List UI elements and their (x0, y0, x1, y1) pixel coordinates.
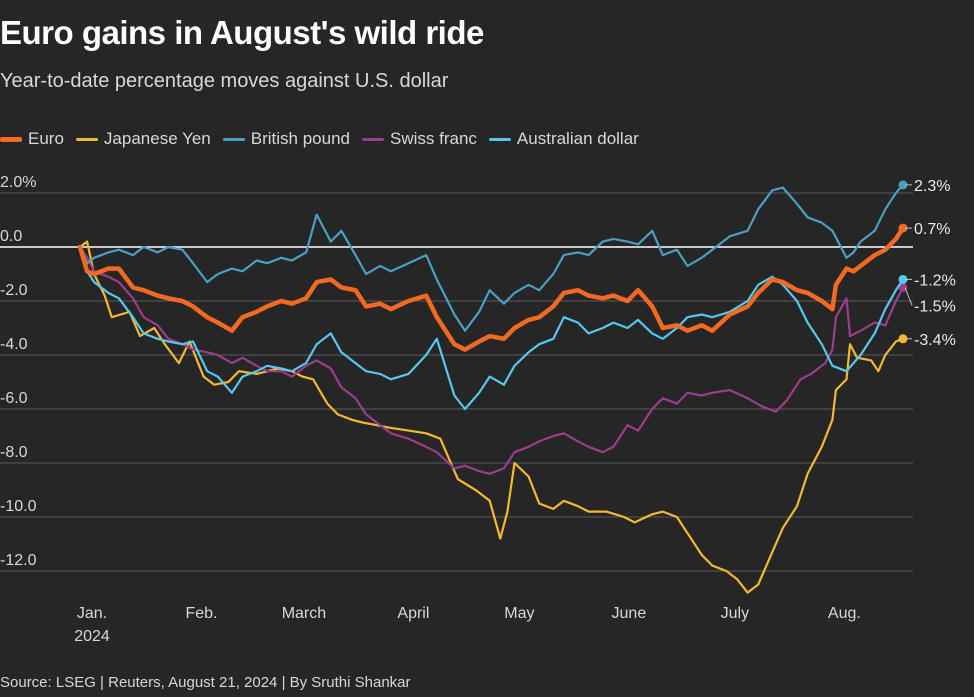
y-tick-label: -2.0 (0, 282, 28, 299)
chart-subtitle: Year-to-date percentage moves against U.… (0, 70, 449, 92)
y-tick-label: -6.0 (0, 390, 28, 407)
y-tick-label: -8.0 (0, 444, 28, 461)
end-label-swiss-franc: -1.5% (914, 298, 956, 315)
x-tick-label: Feb. (185, 605, 217, 622)
legend-item-euro: Euro (0, 129, 64, 149)
legend-label-franc: Swiss franc (390, 129, 477, 148)
legend-swatch-yen (75, 137, 98, 141)
legend-label-euro: Euro (28, 129, 64, 148)
legend-label-aud: Australian dollar (516, 129, 639, 148)
series-line-euro (77, 225, 906, 352)
legend-swatch-pound (222, 137, 245, 141)
legend-label-yen: Japanese Yen (103, 129, 211, 148)
x-tick-label: April (397, 605, 429, 622)
y-tick-label: 2.0% (0, 174, 36, 191)
x-tick-label: Jan. (77, 605, 107, 622)
y-tick-label: 0.0 (0, 228, 22, 245)
y-tick-label: -4.0 (0, 336, 28, 353)
end-label-leader (904, 287, 913, 306)
series-line-japanese-yen (78, 240, 905, 594)
legend-item-pound: British pound (222, 129, 350, 149)
end-point-australian-dollar (898, 274, 908, 284)
end-point-swiss-franc (898, 283, 908, 292)
x-tick-label: July (721, 605, 749, 622)
legend-swatch-aud (488, 137, 511, 141)
series-line-swiss-franc (78, 245, 905, 475)
x-tick-label: June (612, 605, 647, 622)
x-tick-label: May (504, 605, 534, 622)
legend-item-franc: Swiss franc (362, 129, 477, 149)
source-note: Source: LSEG | Reuters, August 21, 2024 … (0, 674, 411, 691)
x-tick-sublabel: 2024 (74, 628, 110, 645)
legend-label-pound: British pound (250, 129, 350, 148)
series-line-british-pound (78, 183, 905, 332)
x-tick-label: March (282, 605, 326, 622)
end-label-british-pound: 2.3% (914, 178, 950, 195)
chart-title: Euro gains in August's wild ride (0, 14, 484, 51)
legend-item-aud: Australian dollar (488, 129, 639, 149)
end-point-japanese-yen (898, 334, 908, 344)
y-tick-label: -10.0 (0, 498, 37, 515)
end-label-euro: 0.7% (914, 221, 950, 238)
end-label-australian-dollar: -1.2% (914, 272, 956, 289)
legend-swatch-euro (0, 136, 22, 142)
legend-swatch-franc (362, 137, 384, 141)
x-tick-label: Aug. (828, 605, 861, 622)
y-tick-label: -12.0 (0, 552, 37, 569)
end-point-british-pound (898, 180, 908, 190)
legend-item-yen: Japanese Yen (75, 129, 211, 149)
end-label-japanese-yen: -3.4% (914, 332, 956, 349)
end-point-euro (898, 223, 908, 233)
chart-legend: Euro Japanese Yen British pound Swiss fr… (0, 129, 651, 149)
series-line-australian-dollar (78, 245, 905, 411)
